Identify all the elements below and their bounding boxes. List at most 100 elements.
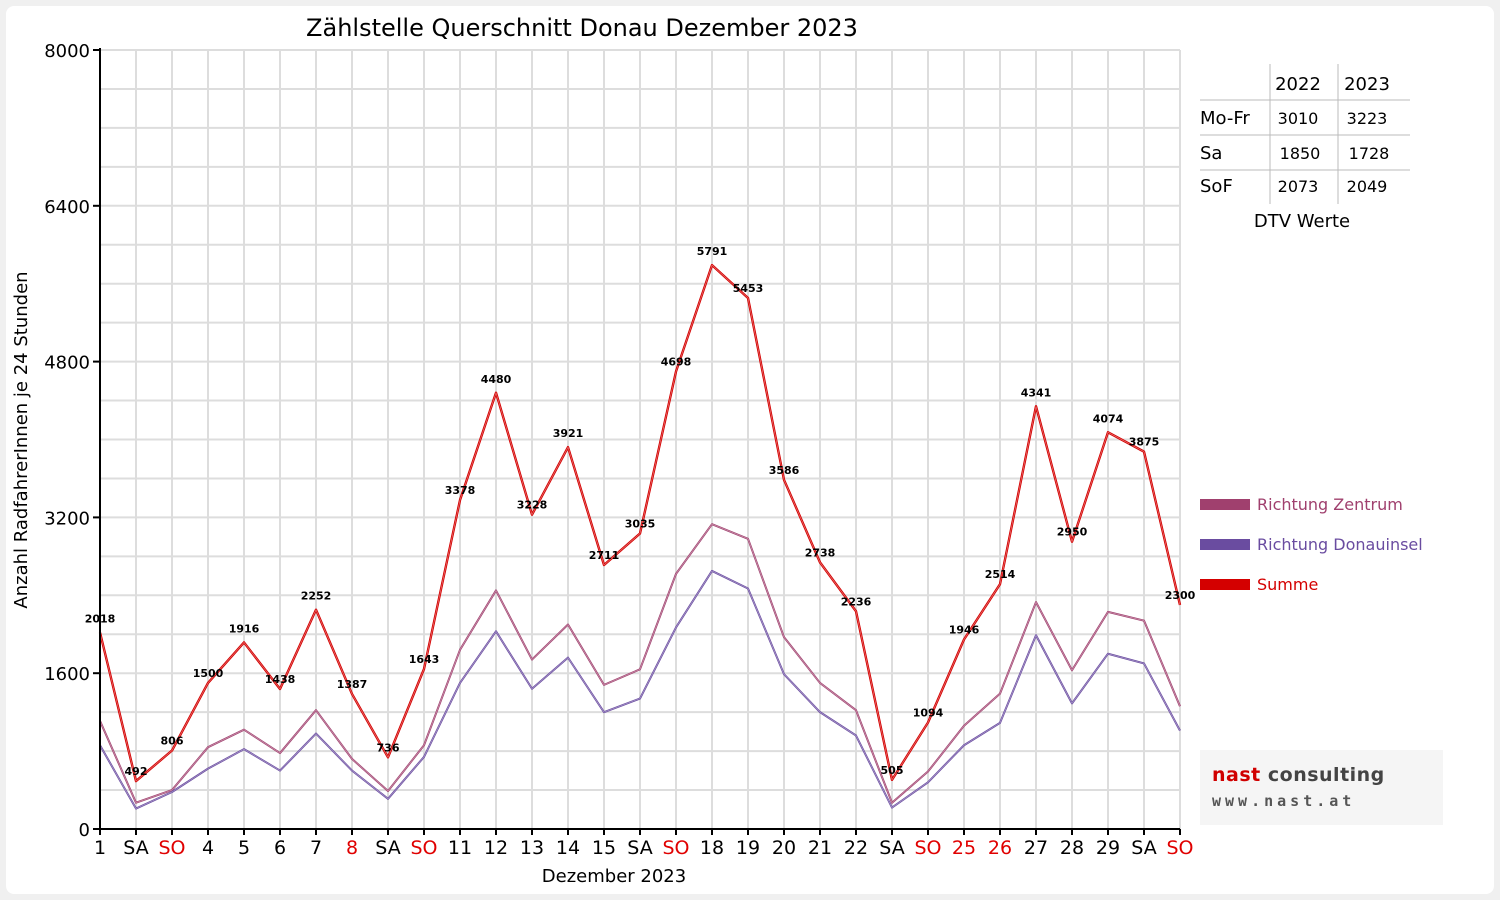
data-label: 1916 xyxy=(229,622,260,635)
x-tick-label: 15 xyxy=(592,837,616,859)
dtv-header-2022: 2022 xyxy=(1275,74,1321,95)
dtv-row-label: Mo-Fr xyxy=(1200,108,1250,129)
data-label: 3875 xyxy=(1129,436,1160,449)
y-tick-label: 0 xyxy=(79,820,90,841)
data-label: 4698 xyxy=(661,356,692,369)
dtv-cell: 1850 xyxy=(1280,144,1321,163)
data-label: 1438 xyxy=(265,673,296,686)
x-tick-label: 13 xyxy=(520,837,544,859)
x-tick-label: 22 xyxy=(844,837,868,859)
data-label: 2950 xyxy=(1057,526,1088,539)
dtv-cell: 2073 xyxy=(1278,177,1319,196)
data-label: 2514 xyxy=(985,568,1016,581)
data-label: 4074 xyxy=(1093,412,1124,425)
logo-name-part1: nast xyxy=(1212,764,1261,786)
data-label: 1500 xyxy=(193,667,224,680)
x-tick-label: 27 xyxy=(1024,837,1048,859)
legend-swatch-summe xyxy=(1200,579,1250,590)
dtv-table: 2022 2023 Mo-Fr 3010 3223 Sa 1850 1728 S… xyxy=(1200,64,1410,232)
legend-label-summe: Summe xyxy=(1257,575,1318,594)
x-tick-label: SO xyxy=(914,837,941,859)
dtv-cell: 2049 xyxy=(1347,177,1388,196)
x-tick-label: 14 xyxy=(556,837,580,859)
x-tick-label: 7 xyxy=(310,837,322,859)
logo-url: www.nast.at xyxy=(1212,792,1356,810)
data-label: 505 xyxy=(881,764,904,777)
data-label: 2018 xyxy=(85,612,116,625)
legend: Richtung Zentrum Richtung Donauinsel Sum… xyxy=(1200,495,1423,594)
dtv-cell: 1728 xyxy=(1349,144,1390,163)
data-label: 492 xyxy=(125,765,148,778)
chart-frame xyxy=(6,6,1494,894)
data-label: 3378 xyxy=(445,484,476,497)
data-label: 2300 xyxy=(1165,589,1196,602)
x-tick-label: SO xyxy=(1166,837,1193,859)
data-labels: 2018 492 806 1500 1916 1438 2252 1387 736 1643 337… xyxy=(85,245,1196,778)
x-tick-label: 4 xyxy=(202,837,214,859)
series-line xyxy=(99,523,1181,804)
x-tick-labels: 1 SA SO 4 5 6 7 8 SA SO 11 12 13 14 15 SA SO 18 19 20 21 22 SA… xyxy=(94,837,1194,859)
x-tick-label: 21 xyxy=(808,837,832,859)
y-tick-label: 6400 xyxy=(44,197,90,218)
data-label: 3921 xyxy=(553,427,584,440)
data-label: 3035 xyxy=(625,517,656,530)
x-tick-label: SO xyxy=(158,837,185,859)
x-tick-label: 29 xyxy=(1096,837,1120,859)
x-tick-label: 19 xyxy=(736,837,760,859)
x-tick-label: 28 xyxy=(1060,837,1084,859)
data-label: 2738 xyxy=(805,546,836,559)
data-label: 5453 xyxy=(733,282,764,295)
x-tick-label: 5 xyxy=(238,837,250,859)
x-tick-label: 11 xyxy=(448,837,472,859)
x-tick-label: SO xyxy=(410,837,437,859)
x-tick-label: 25 xyxy=(952,837,976,859)
grid xyxy=(100,49,1181,829)
x-tick-label: 6 xyxy=(274,837,286,859)
x-tick-label: 8 xyxy=(346,837,358,859)
data-label: 4341 xyxy=(1021,386,1052,399)
y-axis-label: Anzahl RadfahrerInnen je 24 Stunden xyxy=(11,271,32,608)
axes xyxy=(93,48,1181,835)
series-line xyxy=(99,569,1181,810)
x-tick-label: 18 xyxy=(700,837,724,859)
data-label: 3586 xyxy=(769,464,800,477)
legend-label-donauinsel: Richtung Donauinsel xyxy=(1257,535,1423,554)
y-tick-label: 8000 xyxy=(44,41,90,62)
dtv-row-label: Sa xyxy=(1200,143,1222,164)
series-lines xyxy=(98,263,1182,810)
data-label: 2252 xyxy=(301,590,332,603)
data-label: 2711 xyxy=(589,549,620,562)
data-label: 1387 xyxy=(337,678,368,691)
data-label: 806 xyxy=(161,735,184,748)
x-tick-label: SA xyxy=(627,837,652,859)
x-tick-label: 12 xyxy=(484,837,508,859)
series-line-highlight xyxy=(99,523,1181,804)
y-tick-label: 1600 xyxy=(44,664,90,685)
data-label: 4480 xyxy=(481,373,512,386)
x-tick-label: 20 xyxy=(772,837,796,859)
y-tick-label: 4800 xyxy=(44,353,90,374)
logo-name: nast consulting xyxy=(1212,764,1385,786)
x-tick-label: 1 xyxy=(94,837,106,859)
dtv-cell: 3010 xyxy=(1278,109,1319,128)
legend-swatch-donauinsel xyxy=(1200,539,1250,550)
x-tick-label: SO xyxy=(662,837,689,859)
series-line-highlight xyxy=(99,264,1181,782)
y-tick-label: 3200 xyxy=(44,508,90,529)
x-tick-label: SA xyxy=(1131,837,1156,859)
y-tick-labels: 0 1600 3200 4800 6400 8000 xyxy=(44,41,90,841)
data-label: 1094 xyxy=(913,706,944,719)
series-line-highlight xyxy=(99,570,1181,810)
dtv-header-2023: 2023 xyxy=(1344,74,1390,95)
data-label: 736 xyxy=(377,741,400,754)
dtv-cell: 3223 xyxy=(1347,109,1388,128)
x-tick-label: SA xyxy=(123,837,148,859)
legend-label-zentrum: Richtung Zentrum xyxy=(1257,495,1403,514)
series-line xyxy=(98,263,1182,783)
data-label: 1946 xyxy=(949,624,980,637)
chart-title: Zählstelle Querschnitt Donau Dezember 20… xyxy=(306,14,858,42)
data-label: 2236 xyxy=(841,595,872,608)
dtv-caption: DTV Werte xyxy=(1254,211,1350,232)
x-tick-label: SA xyxy=(879,837,904,859)
